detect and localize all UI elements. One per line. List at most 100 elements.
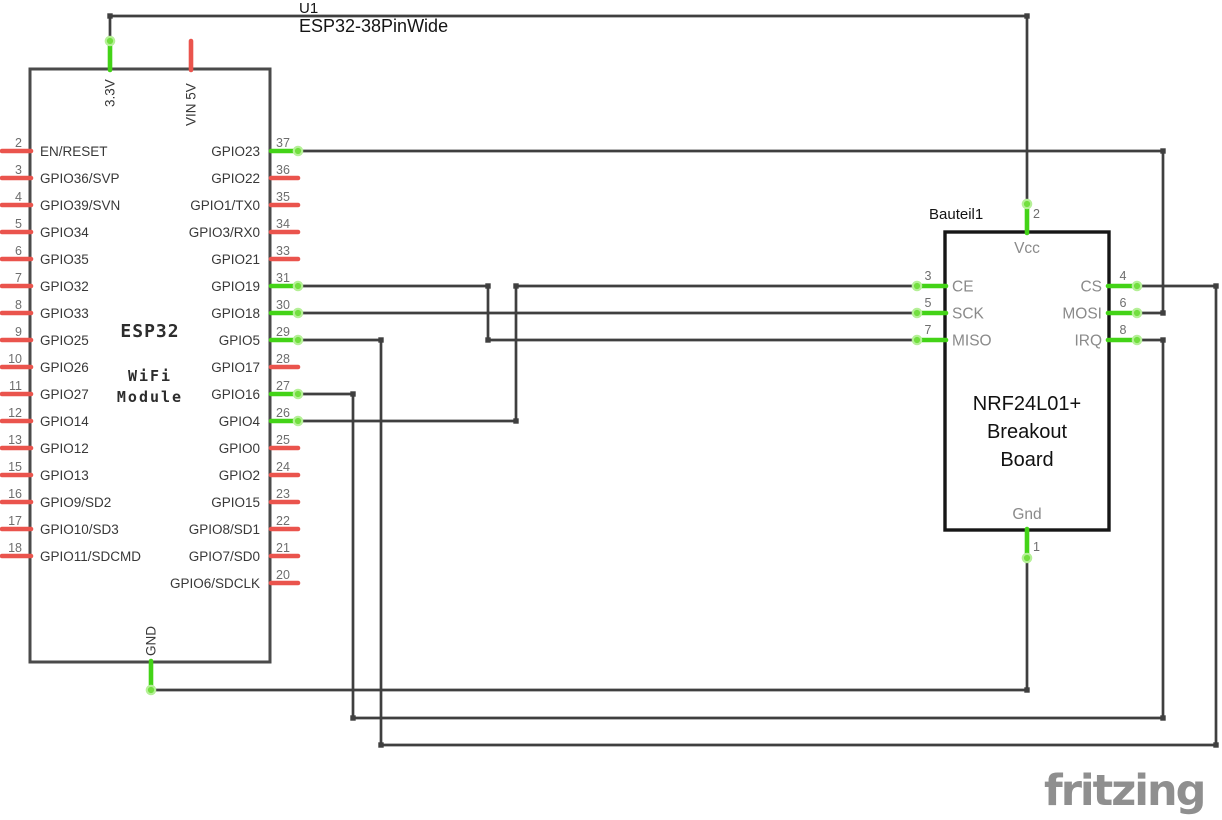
pin-connection-dot [1131, 334, 1143, 346]
nrf-body[interactable] [943, 230, 1111, 532]
esp32-part-label[interactable]: ESP32-38PinWide [299, 16, 449, 36]
esp32-name: ESP32 [120, 321, 180, 342]
pin-label: GPIO1/TX0 [190, 198, 260, 213]
nrf-ref-label[interactable]: Bauteil1 [929, 206, 984, 223]
wire-gpio16-to-irq[interactable] [298, 338, 1165, 720]
pin-connection-dot [145, 684, 157, 696]
pin-label: 3.3V [103, 79, 118, 107]
pin-label: GPIO0 [219, 441, 260, 456]
wire-bend-dot [107, 13, 113, 19]
nrf-title: NRF24L01+ Breakout Board [945, 390, 1109, 474]
pin-label: GPIO27 [40, 387, 89, 402]
pin-label: GPIO6/SDCLK [170, 576, 260, 591]
wire-bend-dot [485, 283, 491, 289]
pin-number: 36 [276, 163, 290, 177]
wire-bend-dot [1160, 310, 1166, 316]
wire-bend-dot [1160, 148, 1166, 154]
wire-gpio23-to-mosi[interactable] [298, 149, 1165, 315]
pin-label: CE [952, 279, 974, 296]
pin-label: GPIO23 [211, 144, 260, 159]
wire-bend-dot [350, 391, 356, 397]
pin-number: 13 [8, 433, 22, 447]
wire-bend-dot [1024, 13, 1030, 19]
pin-label: Gnd [1012, 506, 1041, 523]
pin-number: 12 [8, 406, 22, 420]
pin-connection-dot [911, 280, 923, 292]
pin-label: GND [144, 626, 159, 656]
pin-label: GPIO10/SD3 [40, 522, 119, 537]
pin-number: 17 [8, 514, 22, 528]
pin-number: 31 [276, 271, 290, 285]
pin-number: 8 [15, 298, 22, 312]
nrf-title-line3: Board [1000, 449, 1054, 471]
pin-connection-dot [292, 334, 304, 346]
pin-number: 4 [15, 190, 22, 204]
pin-label: MOSI [1062, 306, 1102, 323]
pin-number: 4 [1120, 269, 1127, 283]
pin-label: CS [1080, 279, 1102, 296]
pin-label: Vcc [1014, 240, 1040, 257]
pin-number: 25 [276, 433, 290, 447]
pin-label: GPIO33 [40, 306, 89, 321]
wire-bend-dot [513, 283, 519, 289]
pin-number: 6 [1120, 296, 1127, 310]
wire-bend-dot [1024, 687, 1030, 693]
pin-number: 5 [15, 217, 22, 231]
pin-connection-dot [292, 415, 304, 427]
pin-number: 26 [276, 406, 290, 420]
pin-label: GPIO13 [40, 468, 89, 483]
pin-connection-dot [1131, 280, 1143, 292]
pin-number: 11 [9, 379, 22, 393]
wire-bend-dot [378, 742, 384, 748]
pin-label: VIN 5V [184, 83, 199, 126]
pin-label: GPIO12 [40, 441, 89, 456]
esp32-ref-label[interactable]: U1 [299, 0, 319, 17]
pin-label: GPIO39/SVN [40, 198, 120, 213]
wire-bend-dot [1160, 715, 1166, 721]
pin-label: GPIO8/SD1 [189, 522, 260, 537]
pin-label: GPIO35 [40, 252, 89, 267]
wire-3v3-to-vcc[interactable] [108, 14, 1029, 204]
pin-number: 1 [1033, 540, 1040, 554]
pin-label: GPIO18 [211, 306, 260, 321]
pin-label: GPIO19 [211, 279, 260, 294]
pin-label: GPIO34 [40, 225, 89, 240]
pin-number: 7 [925, 323, 932, 337]
wire-gpio5-to-cs[interactable] [298, 284, 1218, 747]
pin-number: 20 [276, 568, 290, 582]
pin-number: 24 [276, 460, 290, 474]
pin-label: GPIO36/SVP [40, 171, 120, 186]
pin-number: 33 [276, 244, 290, 258]
pin-label: GPIO5 [219, 333, 260, 348]
esp32-body[interactable] [28, 67, 272, 664]
wire-gpio4-to-ce[interactable] [298, 284, 917, 423]
pin-label: GPIO3/RX0 [189, 225, 260, 240]
pin-number: 2 [15, 136, 22, 150]
pin-number: 9 [15, 325, 22, 339]
pin-connection-dot [292, 388, 304, 400]
pin-number: 10 [8, 352, 22, 366]
nrf-title-line1: NRF24L01+ [972, 393, 1082, 415]
pin-number: 35 [276, 190, 290, 204]
pin-number: 18 [8, 541, 22, 555]
pin-number: 3 [925, 269, 932, 283]
pin-connection-dot [104, 35, 116, 47]
pin-label: GPIO11/SDCMD [40, 549, 141, 564]
pin-label: GPIO32 [40, 279, 89, 294]
pin-connection-dot [292, 145, 304, 157]
pin-number: 16 [8, 487, 22, 501]
pin-label: GPIO4 [219, 414, 261, 429]
pin-label: MISO [952, 333, 992, 350]
fritzing-logo: fritzing [1044, 766, 1206, 816]
pin-number: 7 [15, 271, 22, 285]
pin-label: EN/RESET [40, 144, 108, 159]
esp32-subtitle1: WiFi [127, 367, 173, 385]
wire-bend-dot [378, 337, 384, 343]
pin-label: GPIO7/SD0 [189, 549, 260, 564]
pin-label: GPIO25 [40, 333, 89, 348]
pin-label: GPIO21 [211, 252, 260, 267]
pin-connection-dot [911, 334, 923, 346]
pin-number: 21 [276, 541, 290, 555]
pin-number: 37 [276, 136, 290, 150]
